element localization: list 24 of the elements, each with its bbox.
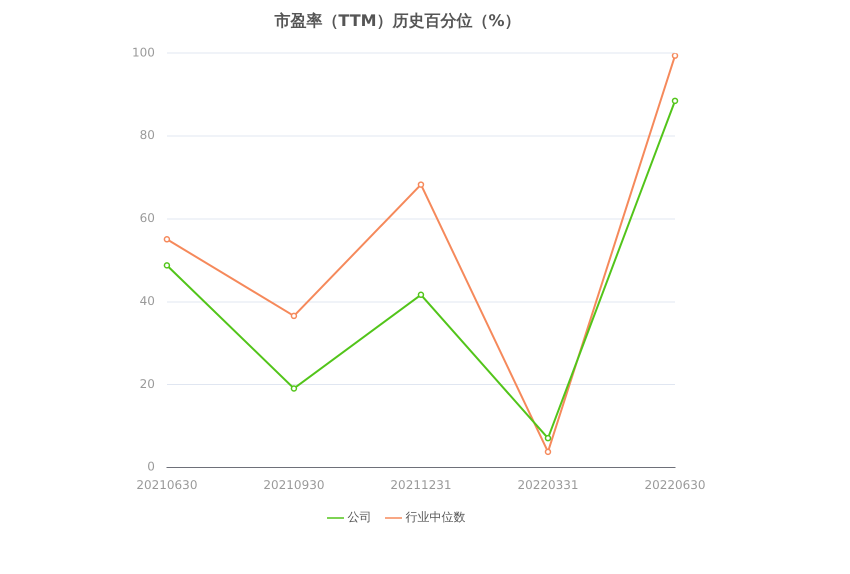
- x-tick-label: 20210930: [263, 478, 324, 492]
- y-tick-label: 60: [140, 211, 155, 226]
- y-tick-label: 0: [147, 460, 155, 474]
- point: [418, 292, 424, 298]
- point: [544, 434, 552, 442]
- point: [290, 385, 298, 392]
- y-tick-label: 100: [132, 45, 155, 60]
- point: [164, 262, 170, 269]
- chart-title: 市盈率（TTM）历史百分位（%）: [273, 10, 521, 30]
- point: [418, 181, 424, 188]
- x-tick-label: 20211231: [390, 478, 452, 492]
- y-tick-label: 40: [140, 294, 155, 308]
- x-tick-label: 20220331: [517, 478, 579, 492]
- point: [164, 236, 170, 243]
- legend-label: 行业中位数: [406, 510, 466, 524]
- point: [672, 53, 678, 59]
- y-tick-label: 80: [140, 128, 155, 142]
- x-tick-label: 20220630: [644, 478, 706, 492]
- y-tick-label: 20: [140, 376, 155, 391]
- point: [290, 312, 298, 320]
- x-tick-label: 20210630: [136, 478, 198, 492]
- legend-label: 公司: [348, 510, 372, 524]
- point: [544, 448, 552, 456]
- point: [672, 98, 678, 104]
